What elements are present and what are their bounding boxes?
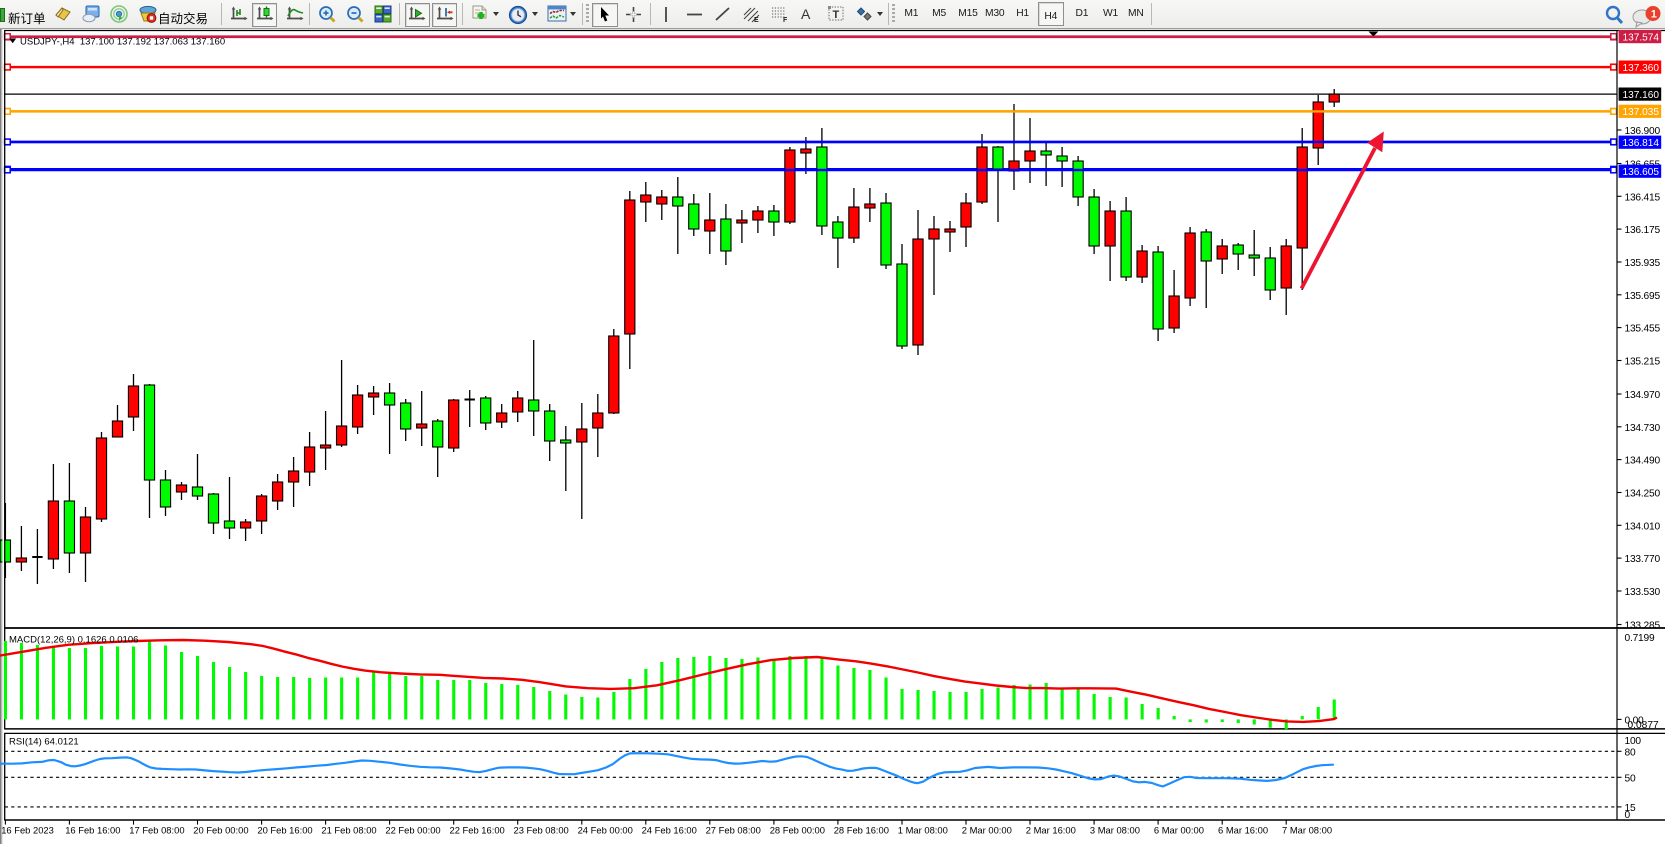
svg-text:133.530: 133.530 [1625, 587, 1661, 598]
svg-text:1: 1 [1651, 9, 1657, 21]
svg-text:20 Feb 00:00: 20 Feb 00:00 [193, 825, 248, 836]
svg-text:136.814: 136.814 [1623, 138, 1660, 149]
svg-text:3 Mar 08:00: 3 Mar 08:00 [1090, 825, 1140, 836]
svg-text:135.215: 135.215 [1625, 357, 1661, 368]
svg-text:USDJPY-,H4 137.100 137.192 13: USDJPY-,H4 137.100 137.192 137.063 137.1… [20, 37, 225, 48]
svg-text:136.605: 136.605 [1623, 167, 1660, 178]
svg-text:135.695: 135.695 [1625, 291, 1661, 302]
svg-text:28 Feb 00:00: 28 Feb 00:00 [770, 825, 825, 836]
svg-text:2 Mar 00:00: 2 Mar 00:00 [962, 825, 1012, 836]
svg-text:27 Feb 08:00: 27 Feb 08:00 [706, 825, 761, 836]
svg-text:RSI(14) 64.0121: RSI(14) 64.0121 [9, 737, 79, 748]
svg-text:1 Mar 08:00: 1 Mar 08:00 [898, 825, 948, 836]
svg-text:136.900: 136.900 [1625, 126, 1661, 137]
svg-text:20 Feb 16:00: 20 Feb 16:00 [257, 825, 312, 836]
svg-text:133.285: 133.285 [1625, 621, 1661, 632]
svg-text:22 Feb 00:00: 22 Feb 00:00 [385, 825, 440, 836]
svg-text:E: E [754, 17, 759, 24]
svg-text:T: T [833, 9, 840, 21]
svg-text:6 Mar 00:00: 6 Mar 00:00 [1154, 825, 1204, 836]
svg-text:24 Feb 00:00: 24 Feb 00:00 [578, 825, 633, 836]
svg-text:100: 100 [1625, 736, 1642, 747]
svg-text:134.970: 134.970 [1625, 390, 1661, 401]
svg-text:16 Feb 16:00: 16 Feb 16:00 [65, 825, 120, 836]
svg-text:2 Mar 16:00: 2 Mar 16:00 [1026, 825, 1076, 836]
svg-text:137.574: 137.574 [1623, 33, 1660, 44]
svg-text:136.175: 136.175 [1625, 225, 1661, 236]
svg-text:23 Feb 08:00: 23 Feb 08:00 [514, 825, 569, 836]
svg-text:0: 0 [1625, 810, 1631, 821]
svg-text:50: 50 [1625, 773, 1636, 784]
svg-text:137.160: 137.160 [1623, 90, 1660, 101]
svg-text:80: 80 [1625, 747, 1636, 758]
svg-text:135.455: 135.455 [1625, 324, 1661, 335]
svg-text:137.360: 137.360 [1623, 63, 1660, 74]
svg-text:17 Feb 08:00: 17 Feb 08:00 [129, 825, 184, 836]
svg-text:16 Feb 2023: 16 Feb 2023 [1, 825, 54, 836]
svg-text:134.250: 134.250 [1625, 489, 1661, 500]
svg-text:15: 15 [1625, 803, 1636, 814]
svg-text:133.770: 133.770 [1625, 554, 1661, 565]
svg-text:0.00: 0.00 [1625, 715, 1645, 726]
svg-text:F: F [783, 17, 788, 24]
svg-text:0.7199: 0.7199 [1625, 633, 1655, 644]
svg-text:134.730: 134.730 [1625, 423, 1661, 434]
svg-text:137.035: 137.035 [1623, 107, 1660, 118]
svg-text:21 Feb 08:00: 21 Feb 08:00 [321, 825, 376, 836]
svg-text:135.935: 135.935 [1625, 258, 1661, 269]
svg-text:136.415: 136.415 [1625, 192, 1661, 203]
svg-text:6 Mar 16:00: 6 Mar 16:00 [1218, 825, 1268, 836]
svg-text:28 Feb 16:00: 28 Feb 16:00 [834, 825, 889, 836]
svg-text:7 Mar 08:00: 7 Mar 08:00 [1282, 825, 1332, 836]
svg-text:0.0877: 0.0877 [1628, 720, 1659, 731]
svg-text:MACD(12,26,9) 0.1626 0.0106: MACD(12,26,9) 0.1626 0.0106 [9, 635, 138, 646]
svg-text:134.490: 134.490 [1625, 456, 1661, 467]
svg-text:134.010: 134.010 [1625, 521, 1661, 532]
svg-text:22 Feb 16:00: 22 Feb 16:00 [450, 825, 505, 836]
svg-text:24 Feb 16:00: 24 Feb 16:00 [642, 825, 697, 836]
